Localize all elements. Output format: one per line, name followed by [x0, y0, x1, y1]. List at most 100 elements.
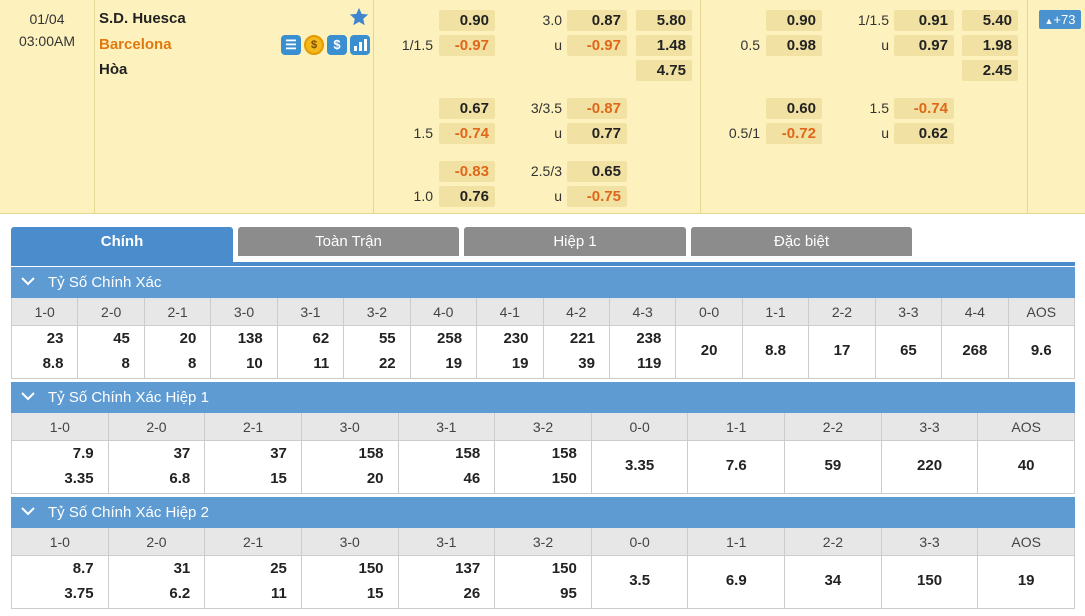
score-odds-cell[interactable]: 34: [785, 556, 882, 609]
h1-ou-over-1[interactable]: 0.91: [894, 10, 954, 31]
score-odds-cell[interactable]: 8.8: [742, 326, 810, 379]
odds-value-secondary: 150: [551, 470, 577, 487]
tab-toan-tran[interactable]: Toàn Trận: [238, 227, 459, 256]
h1-hdp-home-2[interactable]: 0.60: [766, 98, 822, 119]
ft-ou-under-3[interactable]: -0.75: [567, 186, 627, 207]
score-odds-cell[interactable]: 17: [809, 326, 876, 379]
score-odds-cell[interactable]: 45 8: [78, 326, 145, 379]
odds-value-primary: 221: [569, 330, 595, 347]
odds-value: 3.5: [629, 572, 651, 589]
score-odds-cell[interactable]: 158 20: [301, 441, 399, 494]
ft-1x2-draw[interactable]: 4.75: [636, 60, 692, 81]
section-header[interactable]: Tỷ Số Chính Xác: [11, 267, 1075, 298]
ft-hdp-away-2[interactable]: -0.74: [439, 123, 495, 144]
h1-1x2-draw[interactable]: 2.45: [962, 60, 1018, 81]
ft-hdp-away-1[interactable]: -0.97: [439, 35, 495, 56]
ft-ou-over-1[interactable]: 0.87: [567, 10, 627, 31]
score-odds-cell[interactable]: 31 6.2: [108, 556, 206, 609]
h1-ou-over-2[interactable]: -0.74: [894, 98, 954, 119]
section-correct-score: Tỷ Số Chính Xác 1-0 2-0 2-1 3-0 3-1 3-2 4-0 4-1 4…: [11, 267, 1075, 379]
score-grid: 1-0 2-0 2-1 3-0 3-1 3-2 0-0 1-1 2-2 3-3 AOS 7.9 3.35…: [11, 413, 1075, 494]
score-odds-cell[interactable]: 3.5: [591, 556, 689, 609]
score-odds-cell[interactable]: 150: [881, 556, 979, 609]
h1-1x2-away[interactable]: 1.98: [962, 35, 1018, 56]
score-odds-cell[interactable]: 221 39: [543, 326, 610, 379]
tab-dac-biet[interactable]: Đặc biệt: [691, 227, 912, 256]
h1-hdp-home-1[interactable]: 0.90: [766, 10, 822, 31]
odds-value-primary: 150: [358, 560, 384, 577]
ft-hdp-home-1[interactable]: 0.90: [439, 10, 495, 31]
section-header[interactable]: Tỷ Số Chính Xác Hiệp 1: [11, 382, 1075, 413]
score-odds-cell[interactable]: 8.7 3.75: [12, 556, 109, 609]
h1-ou-under-2[interactable]: 0.62: [894, 123, 954, 144]
chevron-down-icon[interactable]: [21, 507, 35, 517]
score-odds-cell[interactable]: 238 119: [609, 326, 677, 379]
score-odds-cell[interactable]: 9.6: [1008, 326, 1075, 379]
score-odds-cell[interactable]: 25 11: [205, 556, 302, 609]
favorite-star-icon[interactable]: [348, 6, 370, 28]
score-odds-cell[interactable]: 150 95: [495, 556, 592, 609]
score-odds-cell[interactable]: 150 15: [301, 556, 399, 609]
ft-ou-under-2[interactable]: 0.77: [567, 123, 627, 144]
score-odds-cell[interactable]: 59: [785, 441, 882, 494]
score-odds-cell[interactable]: 20 8: [144, 326, 212, 379]
away-team[interactable]: Barcelona: [99, 36, 172, 53]
score-grid: 1-0 2-0 2-1 3-0 3-1 3-2 4-0 4-1 4-2 4-3 0-0 1-1 2-2 3…: [11, 298, 1075, 379]
ft-ou-under-1[interactable]: -0.97: [567, 35, 627, 56]
odds-value-primary: 158: [551, 445, 577, 462]
score-odds-cell[interactable]: 37 6.8: [108, 441, 206, 494]
odds-value-secondary: 20: [366, 470, 384, 487]
score-odds-cell[interactable]: 158 150: [495, 441, 592, 494]
h1-ou-line-1: 1/1.5: [857, 12, 889, 28]
score-odds-cell[interactable]: 6.9: [688, 556, 786, 609]
match-row: 01/04 03:00AM S.D. Huesca Barcelona Hòa …: [0, 0, 1085, 214]
score-odds-cell[interactable]: 258 19: [410, 326, 478, 379]
score-header: AOS: [978, 528, 1075, 556]
ft-hdp-home-3[interactable]: -0.83: [439, 161, 495, 182]
score-odds-cell[interactable]: 37 15: [205, 441, 302, 494]
ft-ou-over-3[interactable]: 0.65: [567, 161, 627, 182]
ft-ou-over-2[interactable]: -0.87: [567, 98, 627, 119]
more-markets-button[interactable]: ▲+73: [1039, 10, 1081, 29]
ft-1x2-away[interactable]: 1.48: [636, 35, 692, 56]
score-odds-cell[interactable]: 20: [676, 326, 743, 379]
score-odds-cell[interactable]: 55 22: [344, 326, 411, 379]
dollar-icon[interactable]: $: [327, 35, 347, 55]
score-odds-cell[interactable]: 65: [875, 326, 943, 379]
score-grid: 1-0 2-0 2-1 3-0 3-1 3-2 0-0 1-1 2-2 3-3 AOS 8.7 3.75…: [11, 528, 1075, 609]
score-odds-cell[interactable]: 230 19: [477, 326, 544, 379]
match-date: 01/04: [29, 11, 65, 27]
score-odds-cell[interactable]: 138 10: [211, 326, 278, 379]
tab-hiep-1[interactable]: Hiệp 1: [464, 227, 686, 256]
score-odds-cell[interactable]: 19: [978, 556, 1075, 609]
score-odds-cell[interactable]: 7.9 3.35: [12, 441, 109, 494]
ft-hdp-home-2[interactable]: 0.67: [439, 98, 495, 119]
tab-chinh[interactable]: Chính: [11, 227, 233, 263]
chevron-down-icon[interactable]: [21, 392, 35, 402]
ft-hdp-away-3[interactable]: 0.76: [439, 186, 495, 207]
odds-value-secondary: 11: [271, 585, 287, 602]
stats-s-icon[interactable]: ☰: [281, 35, 301, 55]
score-odds-cell[interactable]: 158 46: [398, 441, 496, 494]
section-header[interactable]: Tỷ Số Chính Xác Hiệp 2: [11, 497, 1075, 528]
odds-value-secondary: 19: [511, 355, 529, 372]
coin-icon[interactable]: $: [304, 35, 324, 55]
score-odds-cell[interactable]: 7.6: [688, 441, 786, 494]
odds-value-primary: 150: [551, 560, 577, 577]
score-odds-cell[interactable]: 220: [881, 441, 979, 494]
h1-1x2-home[interactable]: 5.40: [962, 10, 1018, 31]
h1-hdp-away-1[interactable]: 0.98: [766, 35, 822, 56]
score-odds-cell[interactable]: 268: [942, 326, 1009, 379]
score-odds-cell[interactable]: 23 8.8: [12, 326, 79, 379]
score-odds-cell[interactable]: 137 26: [398, 556, 496, 609]
score-odds-cell[interactable]: 3.35: [591, 441, 689, 494]
ft-1x2-home[interactable]: 5.80: [636, 10, 692, 31]
odds-value-secondary: 46: [463, 470, 481, 487]
h1-ou-under-1[interactable]: 0.97: [894, 35, 954, 56]
bar-chart-icon[interactable]: [350, 35, 370, 55]
score-odds-cell[interactable]: 62 11: [277, 326, 345, 379]
home-team[interactable]: S.D. Huesca: [99, 10, 186, 27]
h1-hdp-away-2[interactable]: -0.72: [766, 123, 822, 144]
score-odds-cell[interactable]: 40: [978, 441, 1075, 494]
chevron-down-icon[interactable]: [21, 277, 35, 287]
